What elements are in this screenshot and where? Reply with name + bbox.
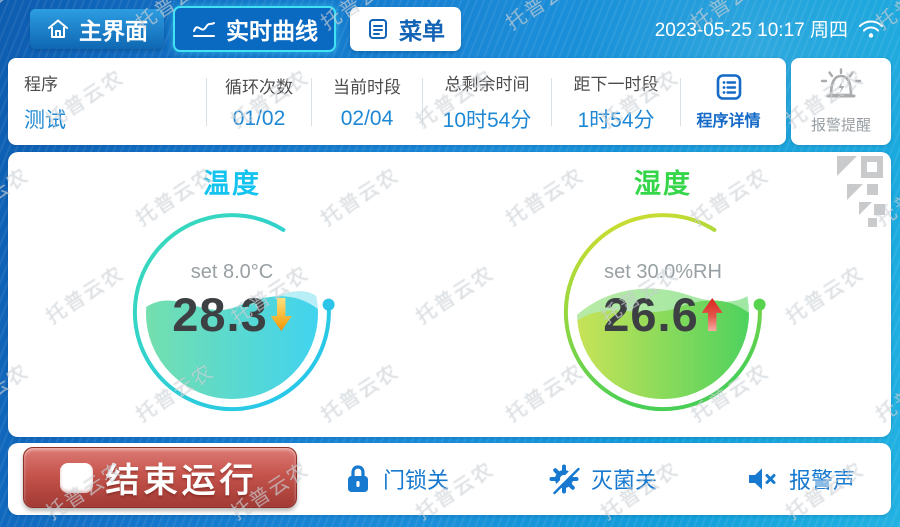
- stat-cycle-count-value: 01/02: [232, 106, 286, 130]
- stat-total-remaining-value: 10时54分: [442, 108, 532, 132]
- tab-realtime-curve-label: 实时曲线: [226, 17, 318, 44]
- temperature-trend-down-icon: [270, 298, 292, 331]
- qr-corner-decoration[interactable]: [837, 156, 885, 232]
- temperature-value-row: 28.3: [122, 287, 342, 342]
- stat-program-value: 测试: [24, 108, 66, 132]
- sterilize-toggle[interactable]: 灭菌关: [548, 443, 657, 515]
- list-icon: [716, 74, 741, 100]
- temperature-title: 温度: [203, 169, 261, 199]
- stat-current-period-label: 当前时段: [333, 77, 401, 97]
- stat-total-remaining: 总剩余时间 10时54分: [423, 70, 551, 134]
- alarm-reminder-button[interactable]: 报警提醒: [791, 58, 891, 145]
- program-details-label: 程序详情: [696, 113, 761, 130]
- stat-program: 程序 测试: [8, 70, 206, 134]
- home-icon: [48, 19, 68, 38]
- program-details-button[interactable]: 程序详情: [681, 72, 776, 131]
- divider: [311, 77, 312, 126]
- stat-next-period-label: 距下一时段: [573, 74, 659, 94]
- stat-cycle-count-label: 循环次数: [225, 77, 293, 97]
- temperature-section: 温度: [97, 162, 367, 423]
- sterilize-gear-off-icon: [549, 464, 580, 495]
- stat-total-remaining-label: 总剩余时间: [444, 74, 530, 94]
- stop-run-button[interactable]: 结束运行: [23, 447, 297, 508]
- tab-main-screen[interactable]: 主界面: [30, 8, 164, 49]
- stat-cycle-count: 循环次数 01/02: [207, 73, 311, 131]
- stop-run-label: 结束运行: [105, 462, 258, 500]
- temperature-gauge: set 8.0°C 28.3: [122, 203, 342, 423]
- stop-square-icon: [60, 462, 93, 493]
- divider: [206, 77, 207, 126]
- sterilize-label: 灭菌关: [591, 468, 658, 493]
- alarm-reminder-label: 报警提醒: [810, 117, 871, 134]
- humidity-section: 湿度: [528, 162, 798, 423]
- divider: [422, 77, 423, 126]
- humidity-setpoint: set 30.0%RH: [604, 261, 722, 283]
- divider: [551, 77, 552, 126]
- temperature-value: 28.3: [172, 288, 268, 341]
- stat-next-period-value: 1时54分: [577, 108, 655, 132]
- alarm-sound-label: 报警声: [789, 468, 856, 493]
- curve-chart-icon: [193, 21, 215, 37]
- bottom-bar: 结束运行 门锁关 灭菌关 报警声: [8, 443, 891, 515]
- stat-current-period: 当前时段 02/04: [312, 73, 422, 131]
- lock-icon: [348, 465, 368, 492]
- humidity-gauge: set 30.0%RH 26.6: [553, 203, 773, 423]
- menu-document-icon: [369, 18, 387, 39]
- speaker-muted-icon: [749, 468, 776, 490]
- wifi-icon: [859, 20, 883, 38]
- tab-menu-label: 菜单: [399, 17, 445, 44]
- humidity-gauge-graphic: [563, 213, 766, 412]
- humidity-value: 26.6: [603, 288, 699, 341]
- humidity-value-row: 26.6: [553, 287, 773, 342]
- stat-current-period-value: 02/04: [340, 106, 394, 130]
- main-panel: 温度: [8, 152, 891, 437]
- header-bar: 主界面 实时曲线 菜单 2023-05-25 10:17 周四: [0, 0, 900, 57]
- datetime-text: 2023-05-25 10:17 周四: [654, 20, 848, 41]
- header-right: 2023-05-25 10:17 周四: [655, 15, 884, 42]
- tab-realtime-curve[interactable]: 实时曲线: [173, 5, 336, 52]
- tab-menu[interactable]: 菜单: [350, 6, 461, 51]
- humidity-title: 湿度: [634, 169, 692, 199]
- temperature-setpoint: set 8.0°C: [190, 261, 274, 283]
- alarm-sound-toggle[interactable]: 报警声: [746, 443, 855, 515]
- humidity-trend-up-icon: [701, 298, 723, 331]
- divider: [680, 77, 681, 126]
- door-lock-toggle[interactable]: 门锁关: [344, 443, 449, 515]
- status-bar: 程序 测试 循环次数 01/02 当前时段 02/04 总剩余时间 10时54分…: [8, 58, 786, 145]
- stat-program-label: 程序: [24, 74, 58, 94]
- stat-next-period: 距下一时段 1时54分: [552, 70, 680, 134]
- alarm-siren-icon: [820, 68, 862, 98]
- tab-main-screen-label: 主界面: [79, 17, 148, 44]
- door-lock-label: 门锁关: [383, 468, 450, 493]
